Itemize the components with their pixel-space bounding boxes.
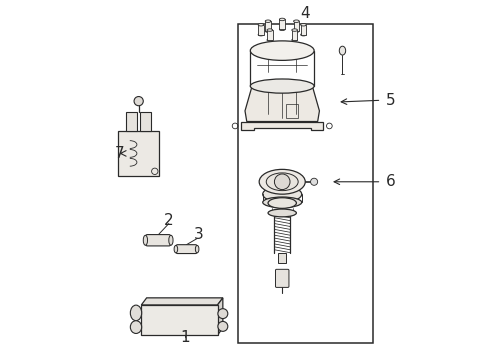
Ellipse shape	[266, 173, 298, 191]
Polygon shape	[141, 298, 223, 305]
Ellipse shape	[263, 186, 302, 202]
Bar	[294, 21, 299, 31]
Polygon shape	[218, 298, 223, 335]
Ellipse shape	[250, 41, 314, 60]
Bar	[267, 30, 272, 40]
Ellipse shape	[174, 246, 178, 253]
Ellipse shape	[130, 321, 142, 333]
Bar	[141, 305, 218, 335]
Ellipse shape	[218, 309, 228, 319]
Bar	[258, 25, 264, 35]
FancyBboxPatch shape	[176, 245, 197, 253]
Text: 1: 1	[180, 330, 190, 345]
FancyBboxPatch shape	[275, 269, 289, 287]
Ellipse shape	[267, 29, 272, 31]
Ellipse shape	[130, 305, 142, 321]
Bar	[126, 112, 137, 131]
Circle shape	[134, 96, 143, 106]
Bar	[301, 25, 306, 35]
Bar	[265, 21, 271, 31]
Ellipse shape	[265, 20, 271, 22]
Ellipse shape	[263, 197, 302, 208]
Text: 2: 2	[164, 213, 173, 228]
Ellipse shape	[169, 235, 173, 245]
Ellipse shape	[294, 20, 299, 22]
Bar	[238, 24, 372, 343]
Polygon shape	[242, 122, 323, 130]
Bar	[279, 19, 285, 30]
Ellipse shape	[250, 79, 314, 93]
Text: 7: 7	[114, 146, 124, 161]
FancyBboxPatch shape	[146, 235, 171, 246]
Text: 6: 6	[386, 174, 395, 189]
Ellipse shape	[267, 39, 272, 41]
Ellipse shape	[196, 246, 199, 253]
Ellipse shape	[265, 30, 271, 32]
Bar	[118, 131, 159, 176]
Text: 4: 4	[300, 6, 310, 21]
Ellipse shape	[268, 209, 296, 217]
Text: 3: 3	[194, 228, 204, 242]
Ellipse shape	[143, 235, 147, 245]
Bar	[292, 30, 297, 40]
Ellipse shape	[258, 23, 264, 26]
Bar	[140, 112, 151, 131]
Circle shape	[274, 174, 290, 190]
Ellipse shape	[301, 33, 306, 36]
Ellipse shape	[279, 28, 285, 31]
Circle shape	[311, 178, 318, 185]
Ellipse shape	[294, 30, 299, 32]
Ellipse shape	[258, 33, 264, 36]
Bar	[278, 253, 287, 263]
Ellipse shape	[301, 23, 306, 26]
Bar	[286, 104, 298, 118]
Ellipse shape	[259, 169, 305, 194]
Ellipse shape	[218, 321, 228, 331]
Text: 5: 5	[386, 93, 395, 108]
Ellipse shape	[279, 18, 285, 21]
Ellipse shape	[268, 198, 296, 208]
Ellipse shape	[292, 29, 297, 31]
Ellipse shape	[339, 46, 345, 55]
Polygon shape	[245, 86, 319, 122]
Ellipse shape	[292, 39, 297, 41]
